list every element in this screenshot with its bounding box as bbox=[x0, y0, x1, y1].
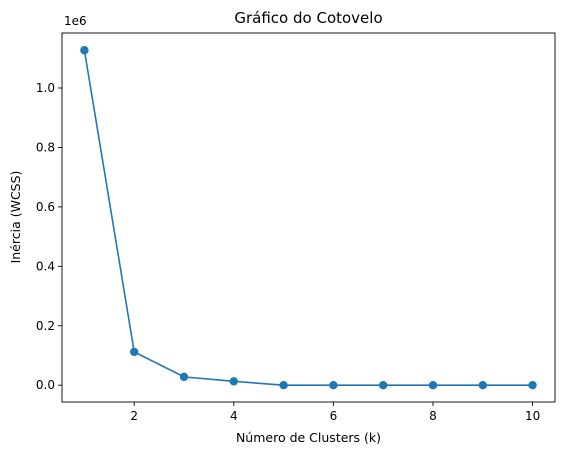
x-tick-label: 2 bbox=[130, 409, 138, 423]
x-tick-label: 10 bbox=[525, 409, 540, 423]
data-point bbox=[528, 381, 537, 390]
data-point bbox=[179, 372, 189, 382]
y-tick-label: 0.6 bbox=[36, 200, 55, 214]
y-offset-label: 1e6 bbox=[64, 14, 87, 28]
y-tick-label: 0.8 bbox=[36, 140, 55, 154]
chart-title: Gráfico do Cotovelo bbox=[234, 9, 382, 27]
data-point bbox=[130, 347, 139, 357]
plot-frame bbox=[61, 32, 556, 403]
y-axis-label: Inércia (WCSS) bbox=[8, 171, 23, 264]
x-tick-label: 4 bbox=[230, 409, 238, 423]
data-point bbox=[80, 46, 89, 55]
x-tick-label: 8 bbox=[429, 409, 437, 423]
plot-area: 2 4 6 8 10 0.0 0.2 0.4 0.6 0.8 1.0 bbox=[36, 32, 556, 423]
x-tick-label: 6 bbox=[330, 409, 338, 423]
y-tick-label: 1.0 bbox=[36, 81, 55, 95]
data-point bbox=[378, 381, 388, 390]
series-line bbox=[83, 50, 533, 387]
data-point bbox=[478, 381, 487, 390]
y-tick-label: 0.0 bbox=[36, 378, 55, 392]
data-point bbox=[428, 381, 438, 390]
x-axis-label: Número de Clusters (k) bbox=[236, 430, 381, 445]
data-point bbox=[329, 381, 338, 390]
y-tick-label: 0.2 bbox=[36, 319, 55, 333]
data-point bbox=[229, 377, 239, 386]
data-point bbox=[279, 381, 288, 390]
y-tick-label: 0.4 bbox=[36, 259, 55, 273]
